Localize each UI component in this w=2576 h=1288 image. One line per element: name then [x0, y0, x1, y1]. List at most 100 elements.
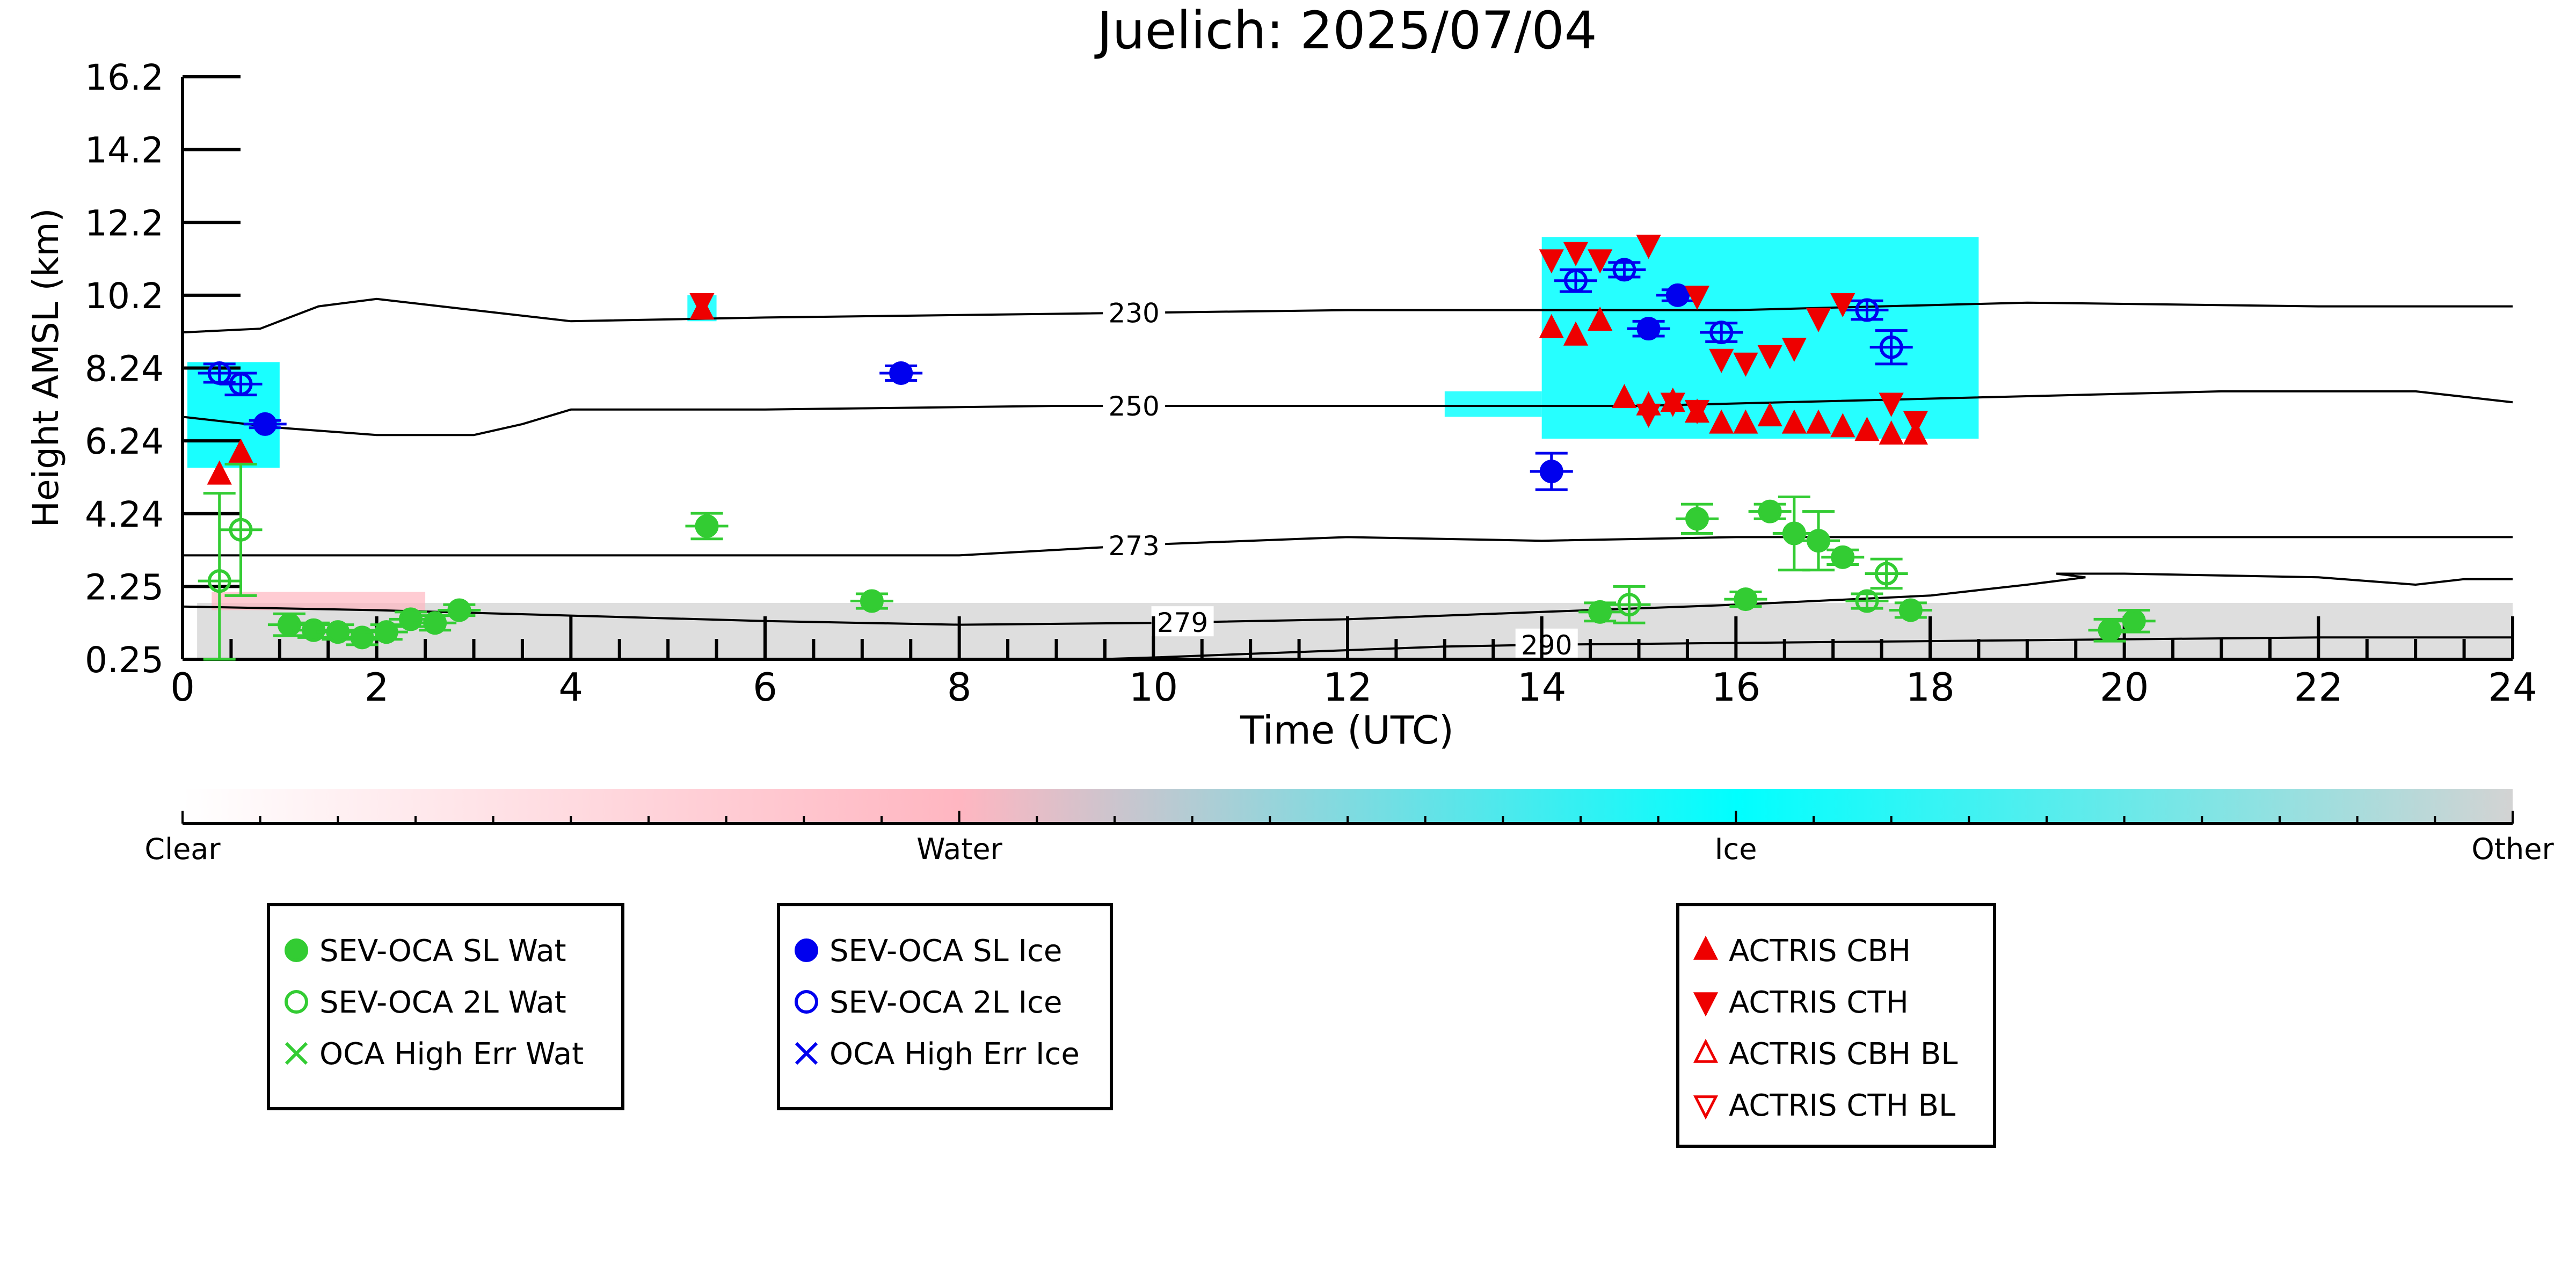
- legend-label-1-1: SEV-OCA SL Wat: [319, 934, 566, 969]
- legend-label-3-3: ACTRIS CBH BL: [1729, 1037, 1958, 1072]
- x-tick-label-1: 2: [365, 665, 389, 710]
- actris-cth-point-1: [1539, 249, 1564, 274]
- sev-oca-sl-wat-point-11: [1685, 507, 1709, 531]
- legends: SEV-OCA SL Wat SEV-OCA 2L Wat OCA High Err…: [267, 903, 1996, 1148]
- sev-oca-2l-ice-point-3: [1612, 258, 1636, 282]
- y-tick-label-8: 16.2: [85, 57, 164, 98]
- sev-oca-2l-ice-point-4: [1709, 321, 1734, 345]
- legend-marker-3-1: [1693, 935, 1719, 960]
- legend-marker-1-1: [285, 938, 308, 962]
- x-tick-label-11: 22: [2294, 665, 2344, 710]
- x-tick-label-2: 4: [558, 665, 583, 710]
- y-tick-label-3: 6.24: [85, 421, 164, 462]
- actris-cth-point-3: [1588, 249, 1613, 274]
- isotherm-line-273: [183, 536, 2513, 557]
- actris-cth-point-8: [1757, 345, 1782, 369]
- legend-marker-3-4: [1693, 1095, 1719, 1120]
- legend-marker-2-2: [795, 990, 818, 1014]
- sev-oca-sl-ice-point-0: [253, 412, 277, 436]
- legend-marker-2-1: [795, 938, 818, 962]
- actris-cbh-point-0: [207, 460, 232, 485]
- isotherm-label-250: 250: [1108, 391, 1159, 422]
- colorbar-label-clear: Clear: [144, 832, 221, 866]
- legend-marker-1-2: [285, 990, 308, 1014]
- actris-cbh-point-5: [1588, 306, 1613, 331]
- x-tick-label-5: 10: [1129, 665, 1178, 710]
- sev-oca-sl-wat-point-12: [1734, 587, 1758, 612]
- x-tick-label-8: 16: [1712, 665, 1761, 710]
- sev-oca-2l-wat-errorbar-4: [1865, 557, 1908, 590]
- plot-area: 230 250 273 279 290 0.25 2.25 4.24 6.24 8.24 10.2 1…: [85, 57, 2537, 710]
- sev-oca-sl-wat-point-6: [423, 611, 447, 635]
- actris-cbh-point-14: [1806, 409, 1831, 434]
- actris-cth-point-4: [1636, 235, 1661, 259]
- sev-oca-2l-ice-errorbar-6: [1869, 329, 1913, 366]
- sev-oca-2l-ice-point-2: [1563, 268, 1588, 293]
- sev-oca-sl-wat-point-14: [1782, 521, 1806, 545]
- actris-cbh-point-15: [1830, 413, 1855, 438]
- x-tick-label-7: 14: [1517, 665, 1567, 710]
- sev-oca-2l-wat-point-3: [1855, 589, 1879, 613]
- cloud-region-4: [1444, 391, 1542, 417]
- isotherm-label-273: 273: [1108, 530, 1159, 562]
- legend-box-2: [777, 903, 1113, 1110]
- legend-label-1-3: OCA High Err Wat: [319, 1037, 584, 1072]
- actris-cth-point-12: [1879, 392, 1904, 417]
- x-tick-label-4: 8: [947, 665, 972, 710]
- sev-oca-2l-ice-point-1: [229, 372, 253, 396]
- legend-box-1: [267, 903, 624, 1110]
- y-tick-label-0: 0.25: [85, 639, 164, 681]
- isotherm-label-bg-230: [1103, 296, 1166, 327]
- x-tick-label-6: 12: [1323, 665, 1372, 710]
- sev-oca-sl-wat-point-13: [1758, 499, 1782, 523]
- sev-oca-2l-wat-point-0: [207, 569, 231, 593]
- colorbar-label-water: Water: [916, 832, 1002, 866]
- sev-oca-sl-wat-point-9: [860, 589, 884, 613]
- actris-cth-point-0: [689, 293, 715, 318]
- sev-oca-2l-ice-errorbar-3: [1603, 261, 1646, 279]
- y-tick-label-7: 14.2: [85, 130, 164, 171]
- actris-cbh-point-13: [1781, 409, 1807, 434]
- actris-cbh-point-4: [1563, 321, 1589, 346]
- actris-cth-point-9: [1781, 338, 1807, 362]
- legend-label-1-2: SEV-OCA 2L Wat: [319, 985, 566, 1020]
- actris-cbh-point-17: [1879, 420, 1904, 445]
- chart-title: Juelich: 2025/07/04: [1094, 1, 1597, 61]
- cloud-region-3: [1541, 237, 1979, 439]
- sev-oca-2l-ice-point-5: [1855, 298, 1879, 322]
- x-tick-label-10: 20: [2100, 665, 2149, 710]
- y-tick-label-1: 2.25: [85, 566, 164, 608]
- sev-oca-sl-wat-point-7: [447, 598, 471, 622]
- actris-cbh-point-6: [1612, 384, 1637, 409]
- colorbar: Clear Water Ice Other: [144, 789, 2554, 866]
- actris-cth-point-2: [1563, 242, 1589, 266]
- actris-cth-point-14: [1660, 392, 1685, 417]
- isotherm-label-279: 279: [1157, 607, 1208, 638]
- x-tick-label-12: 24: [2488, 665, 2537, 710]
- legend-label-2-2: SEV-OCA 2L Ice: [829, 985, 1062, 1020]
- isotherm-label-290: 290: [1521, 630, 1572, 661]
- y-axis-label: Height AMSL (km): [25, 208, 67, 528]
- sev-oca-sl-wat-point-3: [350, 625, 374, 650]
- actris-cbh-point-12: [1757, 402, 1782, 427]
- sev-oca-sl-ice-point-1: [889, 361, 913, 385]
- sev-oca-sl-wat-point-1: [302, 618, 326, 642]
- colorbar-label-other: Other: [2471, 832, 2554, 866]
- actris-cbh-point-11: [1733, 409, 1758, 434]
- isotherm-line-230: [182, 297, 2513, 334]
- legend-marker-1-3: [285, 1042, 308, 1065]
- actris-cbh-point-10: [1709, 409, 1734, 434]
- legend-box-3: [1676, 903, 1996, 1148]
- colorbar-label-ice: Ice: [1715, 832, 1757, 866]
- sev-oca-sl-wat-point-15: [1807, 529, 1831, 553]
- actris-cth-point-13: [1903, 411, 1928, 435]
- actris-cth-point-7: [1733, 352, 1758, 377]
- actris-cbh-point-16: [1854, 417, 1880, 441]
- legend-label-2-3: OCA High Err Ice: [829, 1037, 1080, 1072]
- sev-oca-sl-wat-point-18: [2098, 618, 2122, 642]
- actris-cth-point-11: [1830, 293, 1855, 318]
- y-tick-label-2: 4.24: [85, 494, 164, 535]
- sev-oca-sl-wat-point-5: [398, 607, 423, 631]
- actris-cth-point-10: [1806, 308, 1831, 332]
